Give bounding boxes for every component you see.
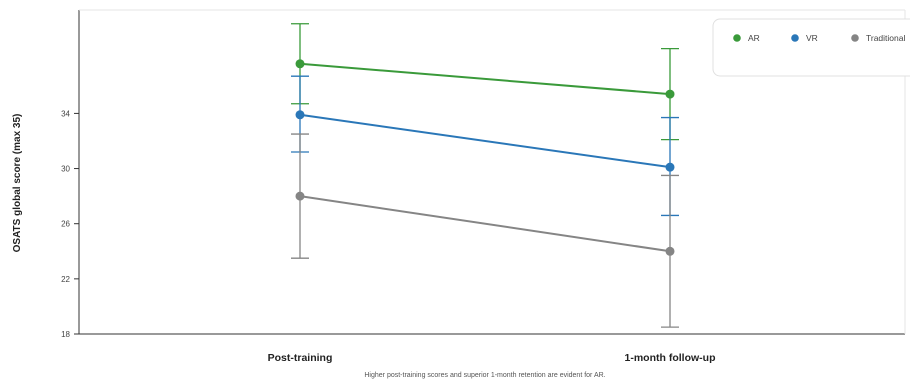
y-tick-label: 22 [61,275,70,284]
legend-box [712,18,910,77]
legend-label: VR [806,33,818,43]
y-tick-label: 34 [61,109,70,118]
data-point [665,246,675,256]
legend-marker [733,34,741,42]
data-point [295,191,305,201]
data-point [665,89,675,99]
y-axis-title: OSATS global score (max 35) [12,114,23,253]
series-line [299,62,671,96]
legend-label: AR [748,33,760,43]
y-tick-label: 30 [61,165,70,174]
x-tick-label: Post-training [268,352,333,364]
data-point [665,162,675,172]
axes: 18 22 26 30 34 Post-training 1-month follow-up [61,9,906,364]
series-traditional [291,133,679,328]
series-vr [291,75,679,217]
legend-marker [791,34,799,42]
series-line [299,195,671,253]
legend-label: Traditional [866,33,905,43]
y-tick-label: 26 [61,220,70,229]
legend-marker [851,34,859,42]
x-tick-label: 1-month follow-up [625,352,716,364]
series-layer [291,23,679,328]
data-point [295,59,305,69]
legend: AR VR Traditional [712,18,910,77]
chart-caption: Higher post-training scores and superior… [364,372,605,379]
series-line [299,113,671,169]
y-tick-label: 18 [61,330,70,339]
data-point [295,110,305,120]
